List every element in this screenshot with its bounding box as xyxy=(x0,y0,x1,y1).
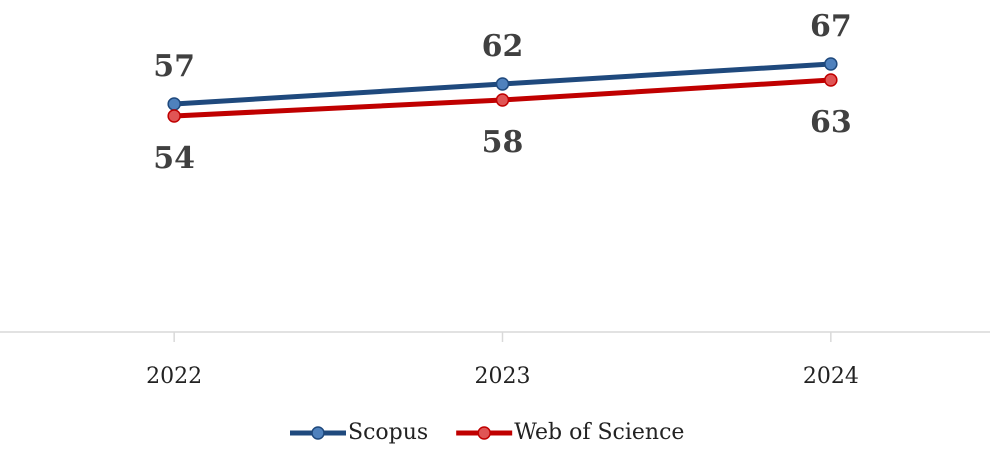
point xyxy=(495,77,510,91)
point xyxy=(167,109,181,123)
data-label: 63 xyxy=(810,105,852,140)
legend-label: Scopus xyxy=(348,420,428,445)
point xyxy=(495,93,510,107)
data-label: 67 xyxy=(810,9,852,44)
point xyxy=(824,73,838,87)
x-tick-label: 2024 xyxy=(803,364,859,389)
point xyxy=(824,57,838,71)
x-tick-label: 2022 xyxy=(146,364,202,389)
data-label: 58 xyxy=(482,125,524,160)
legend-marker xyxy=(311,426,325,440)
x-tick-label: 2023 xyxy=(475,364,531,389)
data-label: 62 xyxy=(482,29,524,64)
data-label: 54 xyxy=(153,141,195,176)
legend-label: Web of Science xyxy=(514,420,684,445)
data-label: 57 xyxy=(153,49,195,84)
point xyxy=(167,97,181,111)
legend-marker xyxy=(477,426,491,440)
